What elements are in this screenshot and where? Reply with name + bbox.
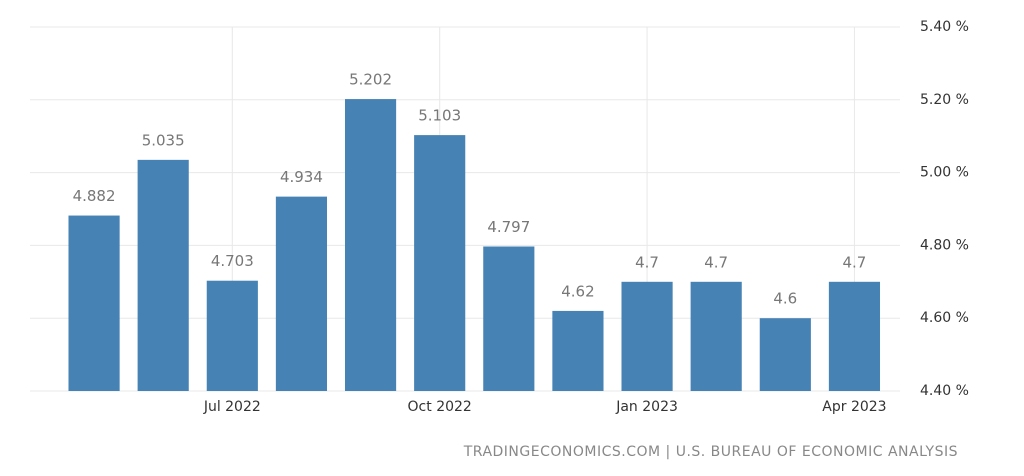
value-label: 4.62	[561, 282, 594, 300]
bar	[828, 281, 881, 391]
y-tick-label: 4.80 %	[920, 237, 969, 253]
bar	[621, 281, 673, 391]
source: TRADINGECONOMICS.COM | U.S. BUREAU OF EC…	[463, 444, 958, 460]
bar	[344, 99, 397, 392]
x-tick-label: Apr 2023	[822, 399, 886, 415]
bar	[483, 246, 535, 391]
y-tick-label: 5.20 %	[920, 92, 969, 108]
bar	[690, 281, 742, 391]
x-tick-label: Jul 2022	[203, 399, 261, 415]
value-label: 4.7	[843, 253, 867, 271]
bar	[275, 196, 328, 391]
y-tick-label: 5.00 %	[920, 165, 969, 181]
bar	[137, 159, 189, 391]
value-label: 4.6	[773, 290, 797, 308]
bar	[68, 215, 120, 391]
y-tick-label: 5.40 %	[920, 19, 969, 35]
bar	[552, 310, 604, 391]
value-label: 4.703	[211, 252, 254, 270]
value-label: 5.103	[418, 107, 461, 125]
value-label: 4.934	[280, 168, 323, 186]
bar	[206, 280, 258, 391]
value-label: 5.202	[349, 71, 392, 89]
value-label: 4.7	[704, 253, 728, 271]
bar	[414, 135, 466, 391]
value-label: 5.035	[142, 131, 185, 149]
bar	[759, 318, 811, 391]
y-tick-label: 4.60 %	[920, 310, 969, 326]
y-tick-label: 4.40 %	[920, 383, 969, 399]
value-label: 4.882	[73, 187, 116, 205]
value-label: 4.7	[635, 253, 659, 271]
x-tick-label: Jan 2023	[615, 399, 678, 415]
value-label: 4.797	[487, 218, 530, 236]
x-tick-label: Oct 2022	[408, 399, 472, 415]
